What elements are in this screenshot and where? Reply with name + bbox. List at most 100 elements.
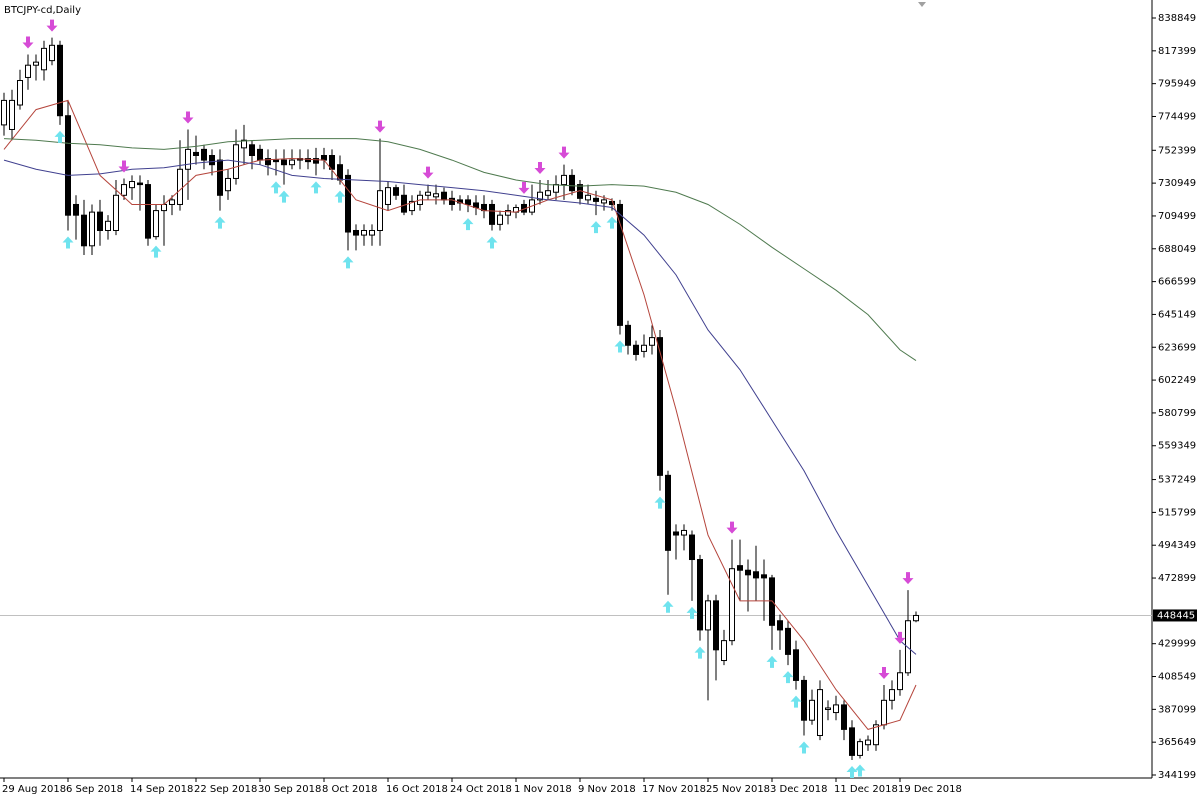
- candle-body: [161, 203, 167, 212]
- candle-body: [401, 194, 407, 213]
- candle-body: [841, 704, 847, 730]
- x-tick-label: 22 Sep 2018: [194, 784, 257, 795]
- candle-body: [777, 620, 783, 631]
- y-tick-label: 580799: [1158, 408, 1196, 419]
- y-tick-label: 623699: [1158, 342, 1196, 353]
- y-tick-label: 387099: [1158, 704, 1196, 715]
- candle-body: [537, 191, 543, 201]
- candle-body: [377, 190, 383, 231]
- candle-body: [361, 229, 367, 236]
- down-arrow: [878, 667, 890, 680]
- candle-body: [185, 148, 191, 170]
- candle-body: [489, 203, 495, 225]
- candle-body: [913, 614, 919, 622]
- candle-body: [593, 197, 599, 202]
- candle-body: [649, 337, 655, 346]
- candle-body: [801, 679, 807, 721]
- candle-body: [313, 158, 319, 164]
- candle-body: [721, 640, 727, 662]
- candle-body: [65, 115, 71, 216]
- y-tick-label: 752399: [1158, 145, 1196, 156]
- candle-body: [905, 620, 911, 674]
- candle-body: [833, 704, 839, 714]
- candle-body: [49, 44, 55, 62]
- candle-body: [105, 220, 111, 231]
- candle-body: [353, 229, 359, 236]
- candle-body: [305, 158, 311, 163]
- candle-body: [1, 99, 7, 126]
- up-arrow: [590, 221, 602, 234]
- candle-body: [321, 155, 327, 161]
- y-tick-label: 774499: [1158, 111, 1196, 122]
- down-arrow: [422, 166, 434, 179]
- candle-body: [73, 203, 79, 216]
- candle-body: [17, 80, 23, 106]
- candle-body: [673, 531, 679, 536]
- x-tick-label: 25 Nov 2018: [706, 784, 770, 795]
- candle-body: [369, 229, 375, 236]
- candle-body: [257, 148, 263, 161]
- candle-body: [121, 184, 127, 196]
- up-arrow: [654, 496, 666, 509]
- candle-body: [289, 159, 295, 166]
- candle-body: [849, 727, 855, 756]
- candle-body: [145, 184, 151, 239]
- up-arrow: [694, 646, 706, 659]
- candle-body: [505, 210, 511, 216]
- candle-body: [641, 344, 647, 352]
- candle-body: [601, 199, 607, 204]
- y-tick-label: 817399: [1158, 46, 1196, 57]
- x-tick-label: 16 Oct 2018: [386, 784, 448, 795]
- x-tick-label: 9 Nov 2018: [578, 784, 636, 795]
- y-tick-label: 838849: [1158, 13, 1196, 24]
- y-tick-label: 494349: [1158, 540, 1196, 551]
- candle-body: [33, 61, 39, 66]
- up-arrow: [62, 236, 74, 249]
- candle-body: [681, 529, 687, 536]
- candle-body: [81, 214, 87, 247]
- y-tick-label: 472899: [1158, 573, 1196, 584]
- down-arrow: [902, 572, 914, 585]
- up-arrow: [54, 130, 66, 143]
- up-arrow: [606, 216, 618, 229]
- candle-body: [281, 159, 287, 166]
- up-arrow: [462, 218, 474, 231]
- down-arrow: [894, 631, 906, 644]
- down-arrow: [726, 521, 738, 534]
- candle-body: [569, 174, 575, 192]
- x-tick-label: 6 Sep 2018: [66, 784, 123, 795]
- candle-body: [785, 627, 791, 655]
- candle-body: [41, 47, 47, 71]
- candle-body: [225, 177, 231, 192]
- candle-body: [633, 344, 639, 355]
- up-arrow: [310, 181, 322, 194]
- up-arrow: [214, 216, 226, 229]
- candle-body: [753, 571, 759, 579]
- moving-average: [3, 99, 917, 730]
- up-arrow: [270, 181, 282, 194]
- up-arrow: [342, 256, 354, 269]
- candle-body: [897, 672, 903, 691]
- down-arrow: [558, 146, 570, 159]
- candle-body: [497, 214, 503, 225]
- candle-body: [689, 534, 695, 561]
- x-tick-label: 1 Nov 2018: [514, 784, 572, 795]
- candle-body: [809, 699, 815, 721]
- candle-body: [793, 649, 799, 681]
- candle-body: [249, 144, 255, 157]
- price-label: 448445: [1157, 610, 1195, 621]
- x-tick-label: 24 Oct 2018: [450, 784, 512, 795]
- y-tick-label: 344199: [1158, 770, 1196, 781]
- candle-body: [737, 565, 743, 571]
- y-tick-label: 365649: [1158, 737, 1196, 748]
- candle-body: [713, 600, 719, 651]
- x-tick-label: 3 Dec 2018: [770, 784, 828, 795]
- up-arrow: [846, 766, 858, 779]
- candle-body: [273, 159, 279, 163]
- moving-average: [3, 138, 917, 361]
- down-arrow: [374, 120, 386, 133]
- candle-body: [657, 337, 663, 476]
- y-tick-label: 795949: [1158, 79, 1196, 90]
